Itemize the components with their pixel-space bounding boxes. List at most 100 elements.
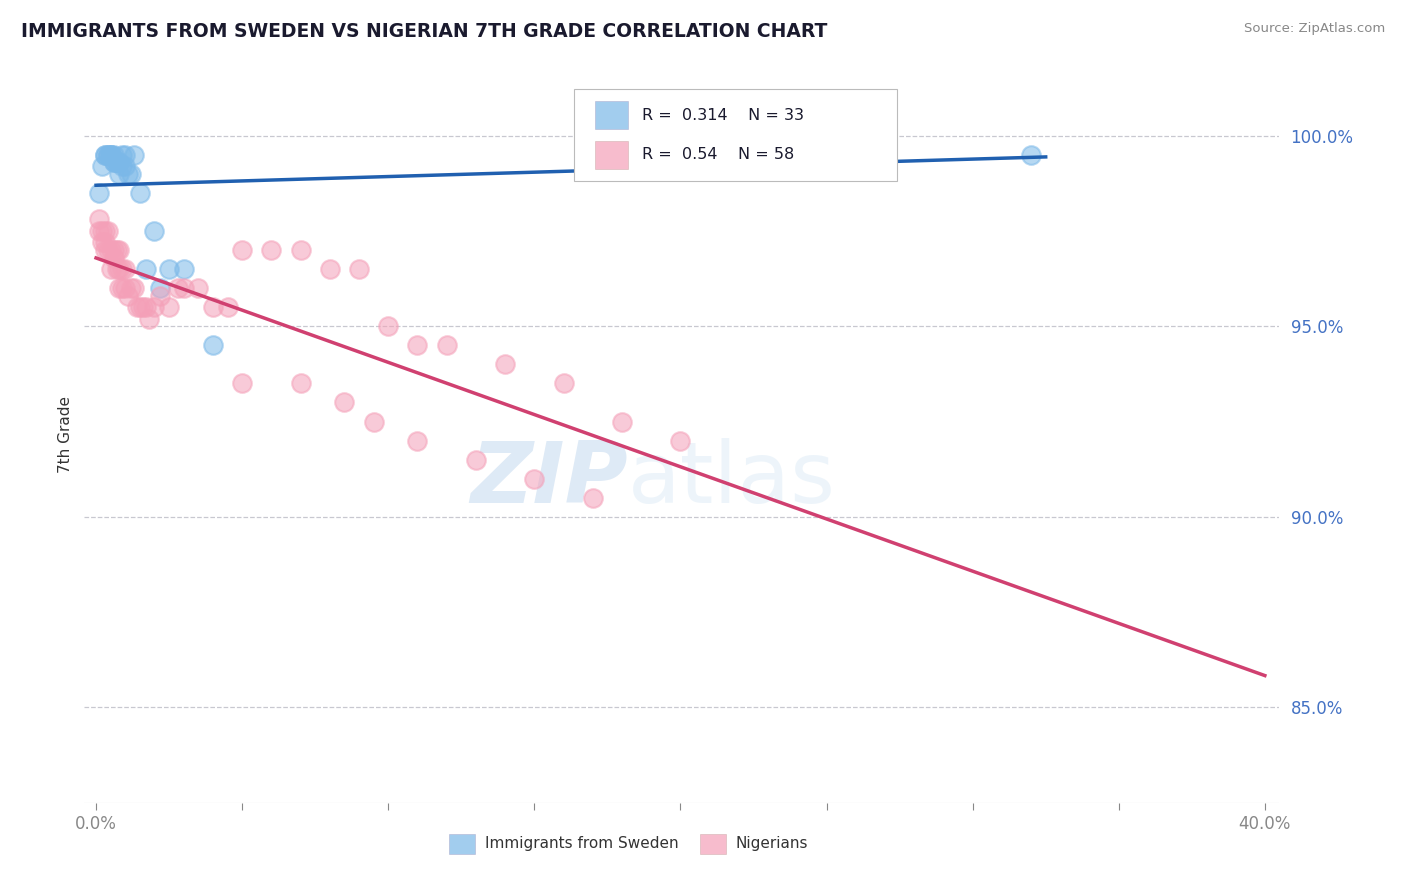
Point bbox=[290, 243, 312, 257]
Point bbox=[135, 262, 157, 277]
Point bbox=[333, 395, 356, 409]
Text: ZIP: ZIP bbox=[471, 437, 628, 521]
Point bbox=[347, 262, 370, 277]
Point bbox=[111, 281, 134, 295]
Point bbox=[87, 186, 110, 200]
Point bbox=[114, 147, 136, 161]
Point bbox=[436, 338, 458, 352]
Point bbox=[143, 224, 166, 238]
Point bbox=[149, 281, 172, 295]
Point bbox=[319, 262, 342, 277]
Point bbox=[128, 300, 150, 314]
Point bbox=[406, 338, 429, 352]
Point bbox=[94, 243, 117, 257]
Point bbox=[138, 311, 160, 326]
Point bbox=[290, 376, 312, 391]
Point bbox=[149, 288, 172, 302]
Y-axis label: 7th Grade: 7th Grade bbox=[58, 396, 73, 474]
Point bbox=[87, 224, 110, 238]
Point bbox=[120, 167, 142, 181]
Point bbox=[377, 319, 399, 334]
Point bbox=[201, 300, 224, 314]
Point bbox=[135, 300, 157, 314]
Point bbox=[132, 300, 155, 314]
Point bbox=[1019, 147, 1042, 161]
Point bbox=[94, 147, 117, 161]
Point bbox=[120, 281, 142, 295]
Point bbox=[363, 415, 385, 429]
Point bbox=[94, 235, 117, 250]
FancyBboxPatch shape bbox=[449, 834, 475, 855]
Point bbox=[100, 243, 122, 257]
Point bbox=[117, 167, 139, 181]
Point bbox=[105, 262, 128, 277]
Point bbox=[260, 243, 283, 257]
Point bbox=[610, 136, 633, 150]
Text: atlas: atlas bbox=[628, 437, 837, 521]
Point bbox=[201, 338, 224, 352]
Point bbox=[122, 281, 145, 295]
Point bbox=[125, 300, 148, 314]
Text: IMMIGRANTS FROM SWEDEN VS NIGERIAN 7TH GRADE CORRELATION CHART: IMMIGRANTS FROM SWEDEN VS NIGERIAN 7TH G… bbox=[21, 22, 828, 41]
Point bbox=[105, 155, 128, 169]
Point bbox=[90, 235, 112, 250]
Point bbox=[94, 224, 117, 238]
Point bbox=[523, 472, 546, 486]
Point bbox=[114, 159, 136, 173]
Point bbox=[117, 288, 139, 302]
Point bbox=[108, 155, 131, 169]
Point bbox=[217, 300, 239, 314]
Point bbox=[167, 281, 190, 295]
Point bbox=[111, 159, 134, 173]
Point bbox=[669, 434, 692, 448]
Point bbox=[157, 300, 180, 314]
Point bbox=[103, 251, 125, 265]
Point bbox=[406, 434, 429, 448]
Point bbox=[108, 281, 131, 295]
FancyBboxPatch shape bbox=[575, 89, 897, 181]
Point bbox=[231, 376, 253, 391]
Point bbox=[143, 300, 166, 314]
Text: R =  0.314    N = 33: R = 0.314 N = 33 bbox=[643, 108, 804, 122]
Text: Nigerians: Nigerians bbox=[735, 836, 808, 851]
Text: R =  0.54    N = 58: R = 0.54 N = 58 bbox=[643, 147, 794, 162]
Point bbox=[103, 147, 125, 161]
Point bbox=[173, 281, 195, 295]
Point bbox=[108, 243, 131, 257]
Point bbox=[87, 212, 110, 227]
Point bbox=[108, 167, 131, 181]
FancyBboxPatch shape bbox=[595, 101, 628, 129]
Point bbox=[97, 224, 120, 238]
Point bbox=[97, 147, 120, 161]
Point bbox=[128, 186, 150, 200]
Point bbox=[103, 155, 125, 169]
Point bbox=[553, 376, 575, 391]
Point bbox=[100, 147, 122, 161]
Point bbox=[90, 224, 112, 238]
Point bbox=[94, 147, 117, 161]
FancyBboxPatch shape bbox=[700, 834, 725, 855]
Point bbox=[494, 357, 516, 371]
Point bbox=[100, 147, 122, 161]
Point bbox=[815, 128, 838, 143]
Point bbox=[111, 147, 134, 161]
Point bbox=[610, 415, 633, 429]
Point bbox=[100, 147, 122, 161]
Point bbox=[100, 262, 122, 277]
Point bbox=[582, 491, 605, 505]
Point bbox=[231, 243, 253, 257]
Point bbox=[97, 243, 120, 257]
Point bbox=[105, 243, 128, 257]
Point bbox=[114, 262, 136, 277]
Point bbox=[103, 155, 125, 169]
Point bbox=[105, 155, 128, 169]
FancyBboxPatch shape bbox=[595, 141, 628, 169]
Text: Source: ZipAtlas.com: Source: ZipAtlas.com bbox=[1244, 22, 1385, 36]
Point bbox=[157, 262, 180, 277]
Point bbox=[90, 159, 112, 173]
Point bbox=[108, 262, 131, 277]
Point bbox=[111, 262, 134, 277]
Point bbox=[464, 452, 486, 467]
Point bbox=[187, 281, 209, 295]
Text: Immigrants from Sweden: Immigrants from Sweden bbox=[485, 836, 678, 851]
